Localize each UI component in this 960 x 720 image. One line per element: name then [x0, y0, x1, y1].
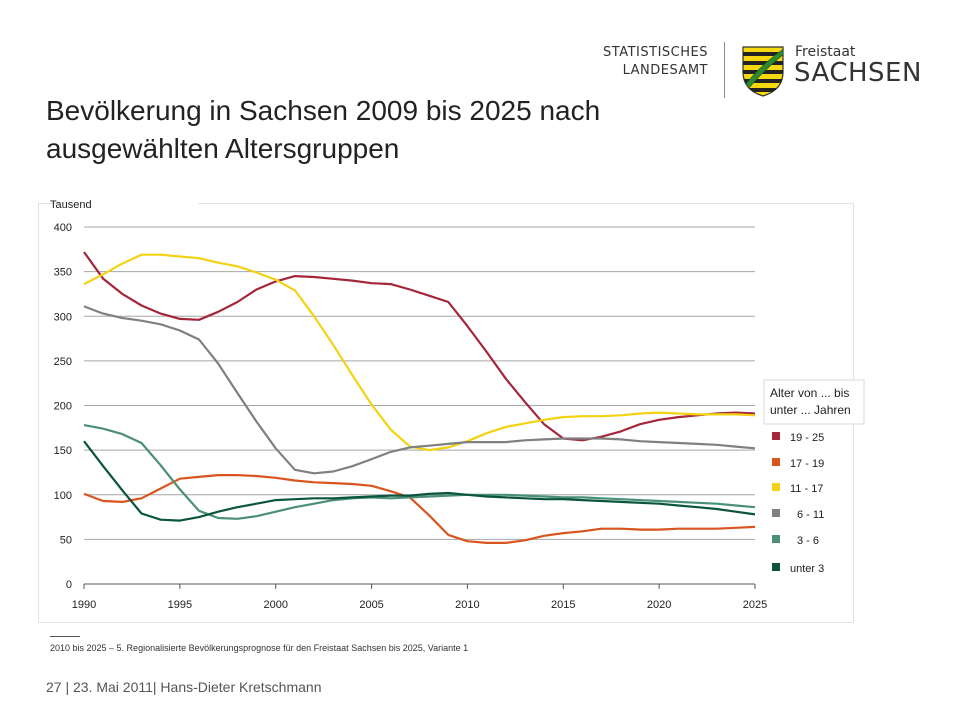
- logo-divider: [724, 42, 725, 98]
- page-number: 27: [46, 679, 62, 695]
- footnote: 2010 bis 2025 – 5. Regionalisierte Bevöl…: [50, 643, 469, 653]
- saxony-crest-icon: [742, 46, 784, 97]
- page-title: Bevölkerung in Sachsen 2009 bis 2025 nac…: [46, 95, 601, 164]
- footer-text: | 23. Mai 2011| Hans-Dieter Kretschmann: [65, 679, 322, 695]
- legend-label-6: unter 3: [790, 563, 824, 575]
- y-tick-label-400: 400: [54, 222, 72, 234]
- y-tick-label-150: 150: [54, 445, 72, 457]
- x-tick-label-2020: 2020: [647, 599, 671, 611]
- y-tick-label-50: 50: [60, 534, 72, 546]
- x-tick-label-2010: 2010: [455, 599, 479, 611]
- x-tick-label-2000: 2000: [263, 599, 287, 611]
- chart-frame-gap: [60, 200, 198, 206]
- logo-line-1: STATISTISCHES: [603, 45, 708, 60]
- series-line-1: [83, 251, 756, 442]
- legend-swatch-4: [772, 509, 780, 517]
- y-tick-label-350: 350: [54, 267, 72, 279]
- y-tick-label-200: 200: [54, 401, 72, 413]
- legend-label-4: 6 - 11: [797, 509, 824, 521]
- legend-swatch-2: [772, 458, 780, 466]
- legend-swatch-5: [772, 535, 780, 543]
- series-line-6: [83, 440, 756, 522]
- series-line-5: [83, 424, 756, 520]
- legend-title-box: [763, 379, 865, 425]
- x-tick-label-2005: 2005: [359, 599, 383, 611]
- y-axis-label: Tausend: [50, 199, 92, 211]
- x-tick-label-1990: 1990: [72, 599, 96, 611]
- legend-swatch-6: [772, 563, 780, 571]
- statistisches-landesamt-logo: STATISTISCHES LANDESAMT: [598, 44, 708, 80]
- series-line-3: [83, 253, 756, 452]
- legend-title-line-1: Alter von ... bis: [770, 386, 849, 400]
- freistaat-label: Freistaat: [795, 44, 856, 60]
- x-tick-label-1995: 1995: [168, 599, 192, 611]
- legend-label-5: 3 - 6: [797, 535, 819, 547]
- legend-label-1: 19 - 25: [790, 432, 824, 444]
- legend-label-3: 11 - 17: [790, 483, 823, 495]
- series-line-2: [83, 474, 756, 545]
- y-tick-label-0: 0: [66, 579, 72, 591]
- legend-label-2: 17 - 19: [790, 458, 824, 470]
- x-tick-label-2025: 2025: [743, 599, 767, 611]
- logo-line-2: LANDESAMT: [622, 63, 708, 78]
- y-tick-label-100: 100: [54, 490, 72, 502]
- legend-title-line-2: unter ... Jahren: [770, 403, 851, 417]
- y-tick-label-250: 250: [54, 356, 72, 368]
- legend-swatch-3: [772, 483, 780, 491]
- footnote-rule: [50, 636, 80, 637]
- series-line-4: [83, 305, 756, 475]
- footer: 27 | 23. Mai 2011| Hans-Dieter Kretschma…: [46, 679, 322, 695]
- x-tick-label-2015: 2015: [551, 599, 575, 611]
- sachsen-label: SACHSEN: [794, 58, 922, 88]
- legend-swatch-1: [772, 432, 780, 440]
- y-tick-label-300: 300: [54, 311, 72, 323]
